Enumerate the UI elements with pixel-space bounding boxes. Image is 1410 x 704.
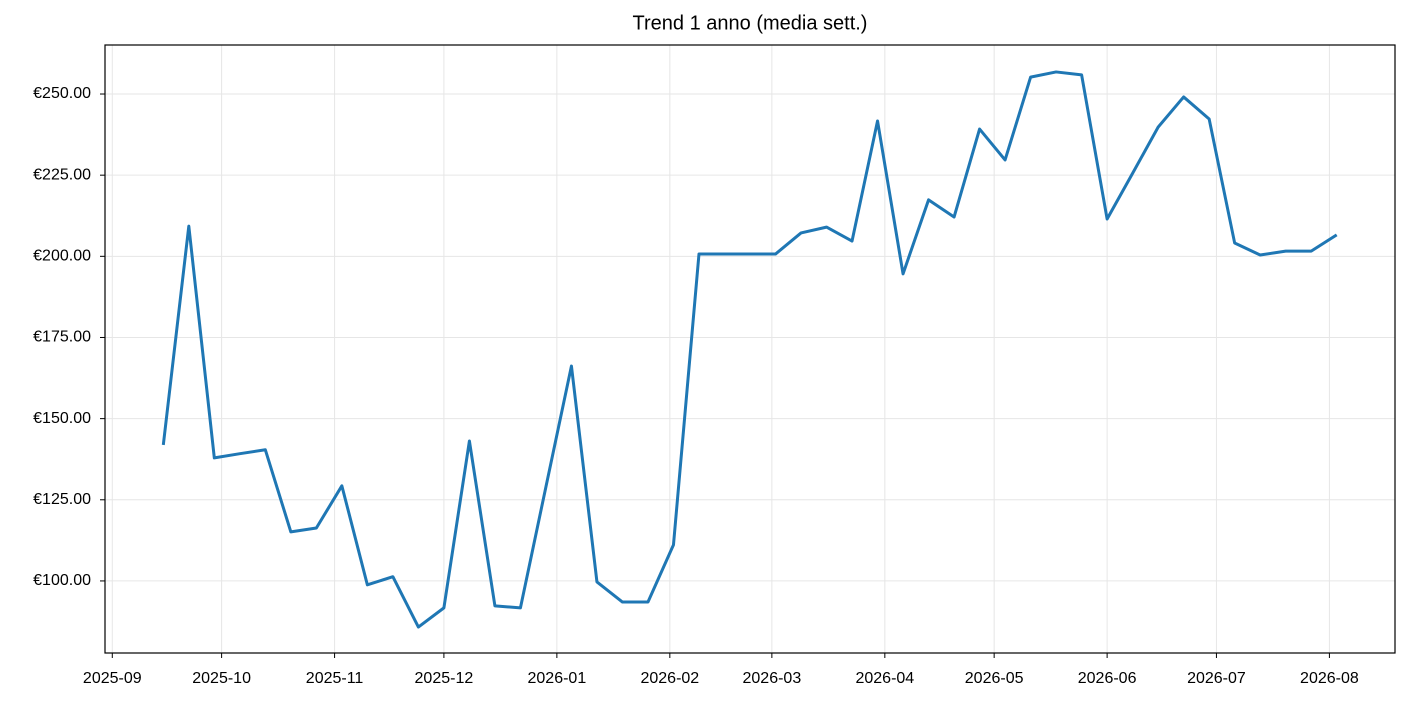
y-tick-label: €250.00	[33, 85, 91, 102]
y-tick-label: €175.00	[33, 329, 91, 346]
x-tick-label: 2025-11	[306, 670, 364, 687]
x-tick-label: 2026-05	[965, 670, 1024, 687]
x-tick-label: 2026-07	[1187, 670, 1246, 687]
x-tick-label: 2026-02	[640, 670, 699, 687]
x-tick-label: 2026-01	[528, 670, 587, 687]
x-tick-label: 2026-06	[1078, 670, 1137, 687]
plot-frame	[104, 44, 1396, 654]
y-tick-label: €225.00	[33, 166, 91, 183]
x-tick-label: 2025-09	[83, 670, 142, 687]
y-tick-label: €200.00	[33, 248, 91, 265]
y-tick-label: €100.00	[33, 572, 91, 589]
x-tick-label: 2026-08	[1300, 670, 1359, 687]
x-tick-label: 2025-12	[415, 670, 474, 687]
x-tick-label: 2025-10	[192, 670, 251, 687]
line	[161, 70, 1338, 629]
x-tick-label: 2026-04	[855, 670, 914, 687]
y-tick-label: €125.00	[33, 491, 91, 508]
x-tick-label: 2026-03	[743, 670, 802, 687]
y-tick-label: €150.00	[33, 410, 91, 427]
chart-title: Trend 1 anno (media sett.)	[633, 12, 868, 34]
